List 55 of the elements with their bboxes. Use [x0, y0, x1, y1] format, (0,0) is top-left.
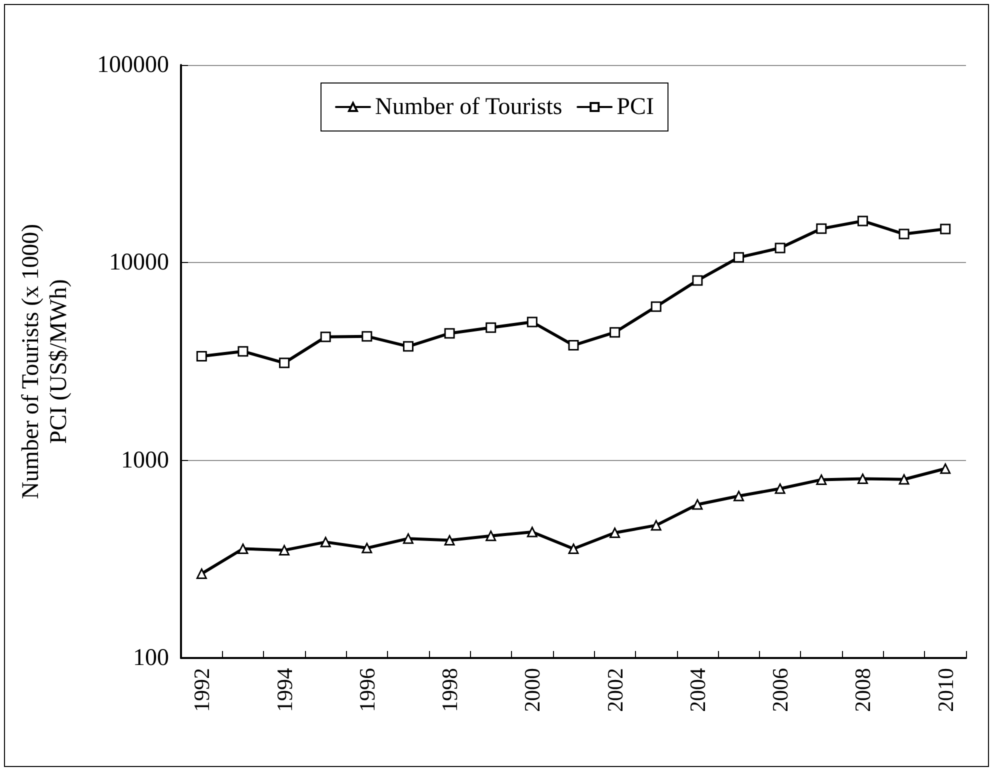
- x-tick-label: 2006: [768, 668, 793, 712]
- point: [486, 530, 496, 542]
- point: [568, 544, 579, 554]
- x-tick-label: 1992: [189, 668, 214, 712]
- point: [526, 526, 538, 538]
- y-tick-label: 10000: [109, 250, 169, 276]
- y-axis-title: Number of Tourists (x 1000) PCI (US$/MWh): [18, 224, 72, 500]
- point: [650, 301, 662, 312]
- point: [650, 520, 662, 531]
- point: [279, 358, 290, 368]
- legend-label: Number of Tourists: [375, 94, 562, 120]
- point: [610, 528, 620, 538]
- point: [734, 490, 744, 502]
- point: [362, 331, 372, 342]
- point: [486, 322, 496, 333]
- point: [444, 328, 455, 339]
- y-tick-label: 1000: [121, 447, 169, 474]
- point: [692, 275, 703, 286]
- y-tick-label: 100: [133, 645, 169, 671]
- x-tick-label: 1996: [354, 668, 380, 712]
- point: [940, 224, 951, 234]
- point: [320, 536, 331, 548]
- x-tick-label: 1994: [272, 668, 297, 712]
- point: [692, 499, 703, 510]
- point: [857, 473, 868, 484]
- point: [774, 242, 786, 254]
- point: [196, 351, 207, 362]
- x-tick-label: 2008: [850, 668, 876, 712]
- point: [444, 535, 455, 546]
- point: [940, 463, 951, 474]
- legend-label: PCI: [616, 94, 654, 120]
- x-tick-label: 1998: [437, 668, 462, 712]
- point: [568, 340, 579, 351]
- point: [362, 542, 372, 554]
- point: [279, 544, 290, 556]
- point: [320, 332, 331, 342]
- point: [196, 568, 207, 579]
- point: [402, 341, 414, 352]
- point: [734, 252, 744, 263]
- point: [857, 216, 868, 226]
- x-tick-label: 2000: [520, 668, 545, 712]
- x-tick-label: 2002: [602, 668, 628, 712]
- point: [610, 327, 620, 338]
- point: [816, 474, 827, 485]
- x-tick-label: 2004: [684, 668, 710, 712]
- x-tick-label: 2010: [932, 668, 958, 712]
- point: [816, 223, 827, 234]
- y-tick-label: 100000: [97, 52, 169, 78]
- point: [238, 346, 248, 357]
- point: [898, 228, 910, 240]
- point: [526, 316, 538, 328]
- point: [238, 544, 248, 554]
- point: [898, 474, 910, 485]
- point: [774, 483, 786, 494]
- point: [402, 533, 414, 544]
